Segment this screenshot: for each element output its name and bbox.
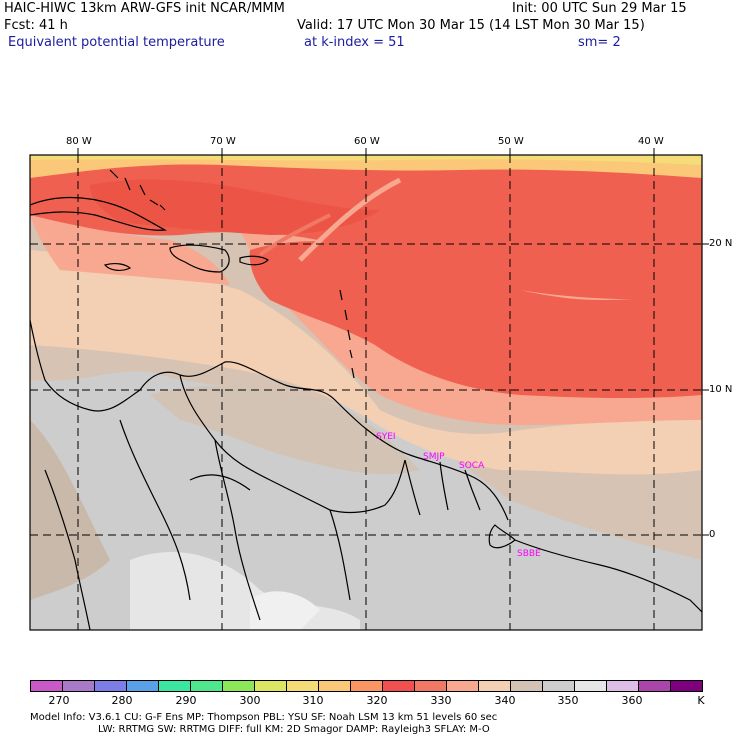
valid-time: Valid: 17 UTC Mon 30 Mar 15 (14 LST Mon … [297, 18, 645, 33]
colorbar-swatch [62, 680, 95, 692]
colorbar-swatch [414, 680, 447, 692]
colorbar-swatch [30, 680, 63, 692]
station-soca: SOCA [459, 461, 485, 471]
coastlines [30, 169, 702, 630]
colorbar-label: 300 [239, 694, 261, 707]
smoothing: sm= 2 [578, 35, 621, 50]
lat-label-0: 0 [709, 529, 716, 540]
colorbar-swatch [350, 680, 383, 692]
lat-label-10n: 10 N [709, 384, 733, 395]
colorbar-swatch [190, 680, 223, 692]
lon-label-40w: 40 W [638, 136, 664, 147]
colorbar-label: 270 [48, 694, 70, 707]
colorbar-swatch [638, 680, 671, 692]
colorbar-label: 310 [302, 694, 324, 707]
model-title: HAIC-HIWC 13km ARW-GFS init NCAR/MMM [4, 1, 285, 16]
colorbar-label: 280 [111, 694, 133, 707]
colorbar-swatch [574, 680, 607, 692]
colorbar-swatch [670, 680, 703, 692]
colorbar-label: 350 [557, 694, 579, 707]
station-syei: SYEI [376, 432, 396, 442]
colorbar-swatch [382, 680, 415, 692]
colorbar-swatch [94, 680, 127, 692]
colorbar-swatch [318, 680, 351, 692]
colorbar-swatch [286, 680, 319, 692]
colorbar-unit: K [697, 694, 705, 707]
model-physics: LW: RRTMG SW: RRTMG DIFF: full KM: 2D Sm… [98, 724, 490, 735]
colorbar-swatch [510, 680, 543, 692]
colorbar-swatch [542, 680, 575, 692]
station-smjp: SMJP [423, 452, 445, 462]
axis-ticks [77, 148, 709, 536]
lat-label-20n: 20 N [709, 238, 733, 249]
colorbar-label: 330 [430, 694, 452, 707]
model-info: Model Info: V3.6.1 CU: G-F Ens MP: Thomp… [30, 712, 498, 723]
colorbar-label: 340 [494, 694, 516, 707]
colorbar-swatch [254, 680, 287, 692]
level-index: at k-index = 51 [304, 35, 405, 50]
colorbar-label: 290 [175, 694, 197, 707]
colorbar-swatch [158, 680, 191, 692]
graticule [30, 155, 702, 630]
lon-label-70w: 70 W [210, 136, 236, 147]
colorbar-swatch [222, 680, 255, 692]
colorbar-swatch [446, 680, 479, 692]
colorbar-swatch [606, 680, 639, 692]
colorbar-swatch [478, 680, 511, 692]
colorbar-label: 360 [621, 694, 643, 707]
lon-label-50w: 50 W [498, 136, 524, 147]
station-sbbe: SBBE [517, 549, 541, 559]
colorbar-swatch [126, 680, 159, 692]
forecast-hour: Fcst: 41 h [4, 18, 68, 33]
lon-label-60w: 60 W [354, 136, 380, 147]
field-name: Equivalent potential temperature [8, 35, 225, 50]
init-time: Init: 00 UTC Sun 29 Mar 15 [512, 1, 687, 16]
colorbar-label: 320 [366, 694, 388, 707]
lon-label-80w: 80 W [66, 136, 92, 147]
